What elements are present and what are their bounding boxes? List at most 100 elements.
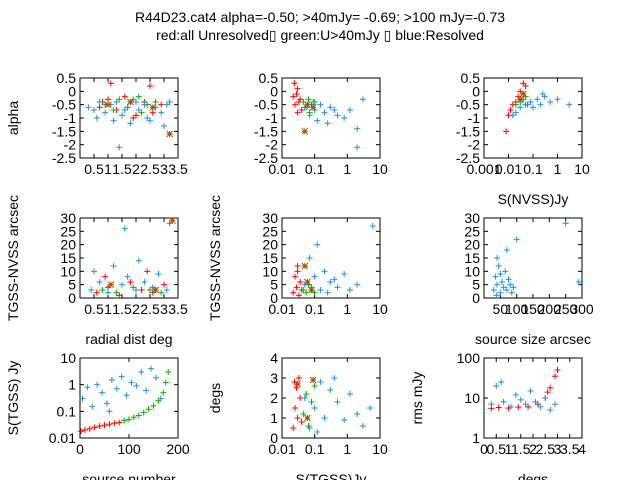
y-tick-label: 0.1: [57, 403, 77, 419]
data-point-red: [116, 292, 123, 299]
data-point-blue: [539, 91, 546, 97]
data-point-red: [93, 289, 100, 296]
data-point-blue: [138, 368, 145, 375]
data-point-blue: [113, 385, 120, 392]
data-point-red: [77, 428, 84, 435]
data-point-blue: [508, 289, 515, 296]
y-tick-label: -1: [64, 110, 77, 126]
data-point-blue: [522, 101, 529, 108]
data-point-blue: [534, 96, 541, 103]
x-tick-label: 0.5: [84, 301, 104, 317]
x-tick-label: 0: [76, 441, 84, 457]
data-point-blue: [334, 112, 341, 119]
data-point-blue: [317, 287, 324, 293]
y-tick-label: 30: [60, 210, 76, 226]
data-point-blue: [575, 279, 582, 285]
data-point-green: [130, 284, 137, 291]
data-point-star: [309, 103, 317, 111]
y-tick-label: 25: [262, 223, 278, 239]
data-point-blue: [152, 374, 159, 381]
data-point-blue: [79, 395, 86, 402]
data-point-green: [145, 406, 152, 413]
x-tick-label: 0.1: [305, 301, 325, 317]
data-point-star: [104, 101, 112, 109]
y-tick-label: 0: [270, 290, 278, 306]
data-point-blue: [334, 284, 341, 291]
data-point-red: [290, 93, 297, 100]
data-point-red: [116, 419, 123, 426]
y-tick-label: 0: [68, 83, 76, 99]
data-point-blue: [148, 365, 155, 372]
data-point-blue: [497, 271, 504, 277]
x-tick-label: 150: [521, 301, 545, 317]
data-point-red: [102, 273, 109, 280]
data-point-blue: [106, 408, 113, 415]
y-tick-label: 5: [270, 277, 278, 293]
x-tick-label: 1: [343, 161, 351, 177]
data-point-blue: [532, 398, 539, 405]
data-point-blue: [116, 144, 123, 151]
y-tick-label: -2: [468, 137, 481, 153]
data-point-red: [291, 273, 298, 280]
x-tick-label: 10: [372, 161, 388, 177]
data-point-red: [96, 423, 103, 430]
data-point-blue: [566, 101, 573, 108]
data-point-blue: [498, 379, 505, 386]
data-point-red: [107, 80, 114, 87]
y-tick-label: 1: [472, 430, 480, 446]
data-point-blue: [121, 225, 128, 232]
data-point-blue: [552, 401, 559, 408]
data-point-blue: [314, 429, 321, 435]
data-point-blue: [530, 104, 536, 111]
data-point-blue: [547, 407, 554, 414]
y-tick-label: 0: [68, 290, 76, 306]
data-point-star: [294, 380, 301, 388]
data-point-blue: [141, 279, 148, 285]
data-point-blue: [317, 101, 324, 108]
y-tick-label: 0: [472, 83, 480, 99]
y-tick-label: 10: [464, 263, 480, 279]
data-point-blue: [537, 101, 544, 108]
data-point-blue: [143, 387, 150, 394]
y-tick-label: -2.5: [456, 150, 480, 166]
data-point-blue: [124, 273, 131, 280]
data-point-blue: [494, 281, 501, 288]
data-point-red: [130, 115, 137, 121]
data-point-red: [295, 292, 302, 299]
data-point-blue: [91, 107, 97, 113]
x-tick-label: 2.5: [140, 161, 160, 177]
data-point-green: [99, 287, 106, 293]
data-point-red: [293, 284, 300, 291]
y-tick-label: 10: [262, 263, 278, 279]
x-tick-label: 200: [166, 441, 190, 457]
data-point-red: [290, 289, 297, 296]
data-point-blue: [367, 405, 374, 411]
data-point-star: [304, 101, 311, 109]
x-axis-label: radial dist deg: [85, 331, 172, 347]
data-point-blue: [512, 109, 519, 116]
data-point-star: [304, 278, 311, 286]
y-tick-label: -2.5: [52, 150, 76, 166]
x-tick-label: 10: [372, 441, 388, 457]
data-point-blue: [493, 382, 500, 389]
x-tick-label: 0.01: [268, 161, 295, 177]
plot-alpha-vs-flux: 0.01 0.1 1 10 0.50-0.5-1-1.5-2-2.5: [254, 70, 388, 177]
data-point-blue: [517, 396, 524, 403]
data-point-green: [162, 379, 169, 386]
data-point-red: [294, 263, 301, 269]
data-point-green: [110, 107, 117, 113]
data-point-red: [81, 426, 88, 433]
data-point-red: [138, 287, 145, 293]
data-point-blue: [331, 276, 338, 283]
data-point-blue: [157, 395, 164, 402]
x-tick-label: 0.1: [305, 441, 325, 457]
data-point-blue: [562, 220, 569, 227]
data-point-green: [135, 412, 142, 419]
data-point-blue: [331, 375, 338, 381]
data-point-blue: [359, 96, 366, 103]
data-point-blue: [513, 236, 520, 243]
x-tick-label: 300: [570, 301, 594, 317]
y-tick-label: 15: [60, 250, 76, 266]
